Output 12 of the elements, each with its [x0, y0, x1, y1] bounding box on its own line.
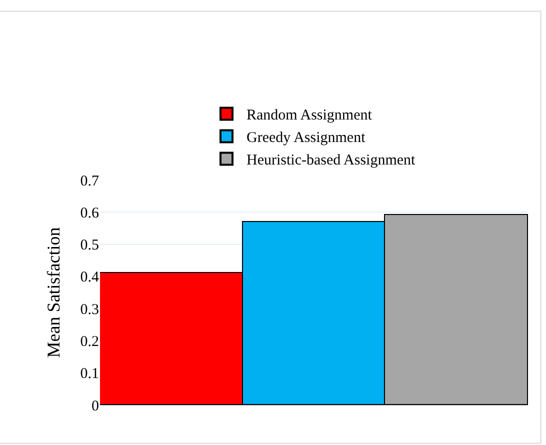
- y-tick-label: 0.1: [80, 366, 99, 382]
- y-tick-label: 0.2: [80, 334, 99, 350]
- y-tick-label: 0.3: [80, 302, 99, 318]
- y-tick-label: 0.6: [80, 205, 100, 222]
- y-tick-label: 0.5: [80, 238, 99, 254]
- legend-label: Heuristic-based Assignment: [246, 152, 416, 169]
- y-tick-label: 0: [92, 398, 99, 414]
- y-tick-label: 0.4: [80, 270, 100, 286]
- y-axis-title: Mean Satisfaction: [43, 227, 64, 358]
- y-tick-label: 0.7: [80, 173, 100, 190]
- legend-label: Greedy Assignment: [246, 130, 366, 146]
- legend-label: Random Assignment: [246, 108, 373, 124]
